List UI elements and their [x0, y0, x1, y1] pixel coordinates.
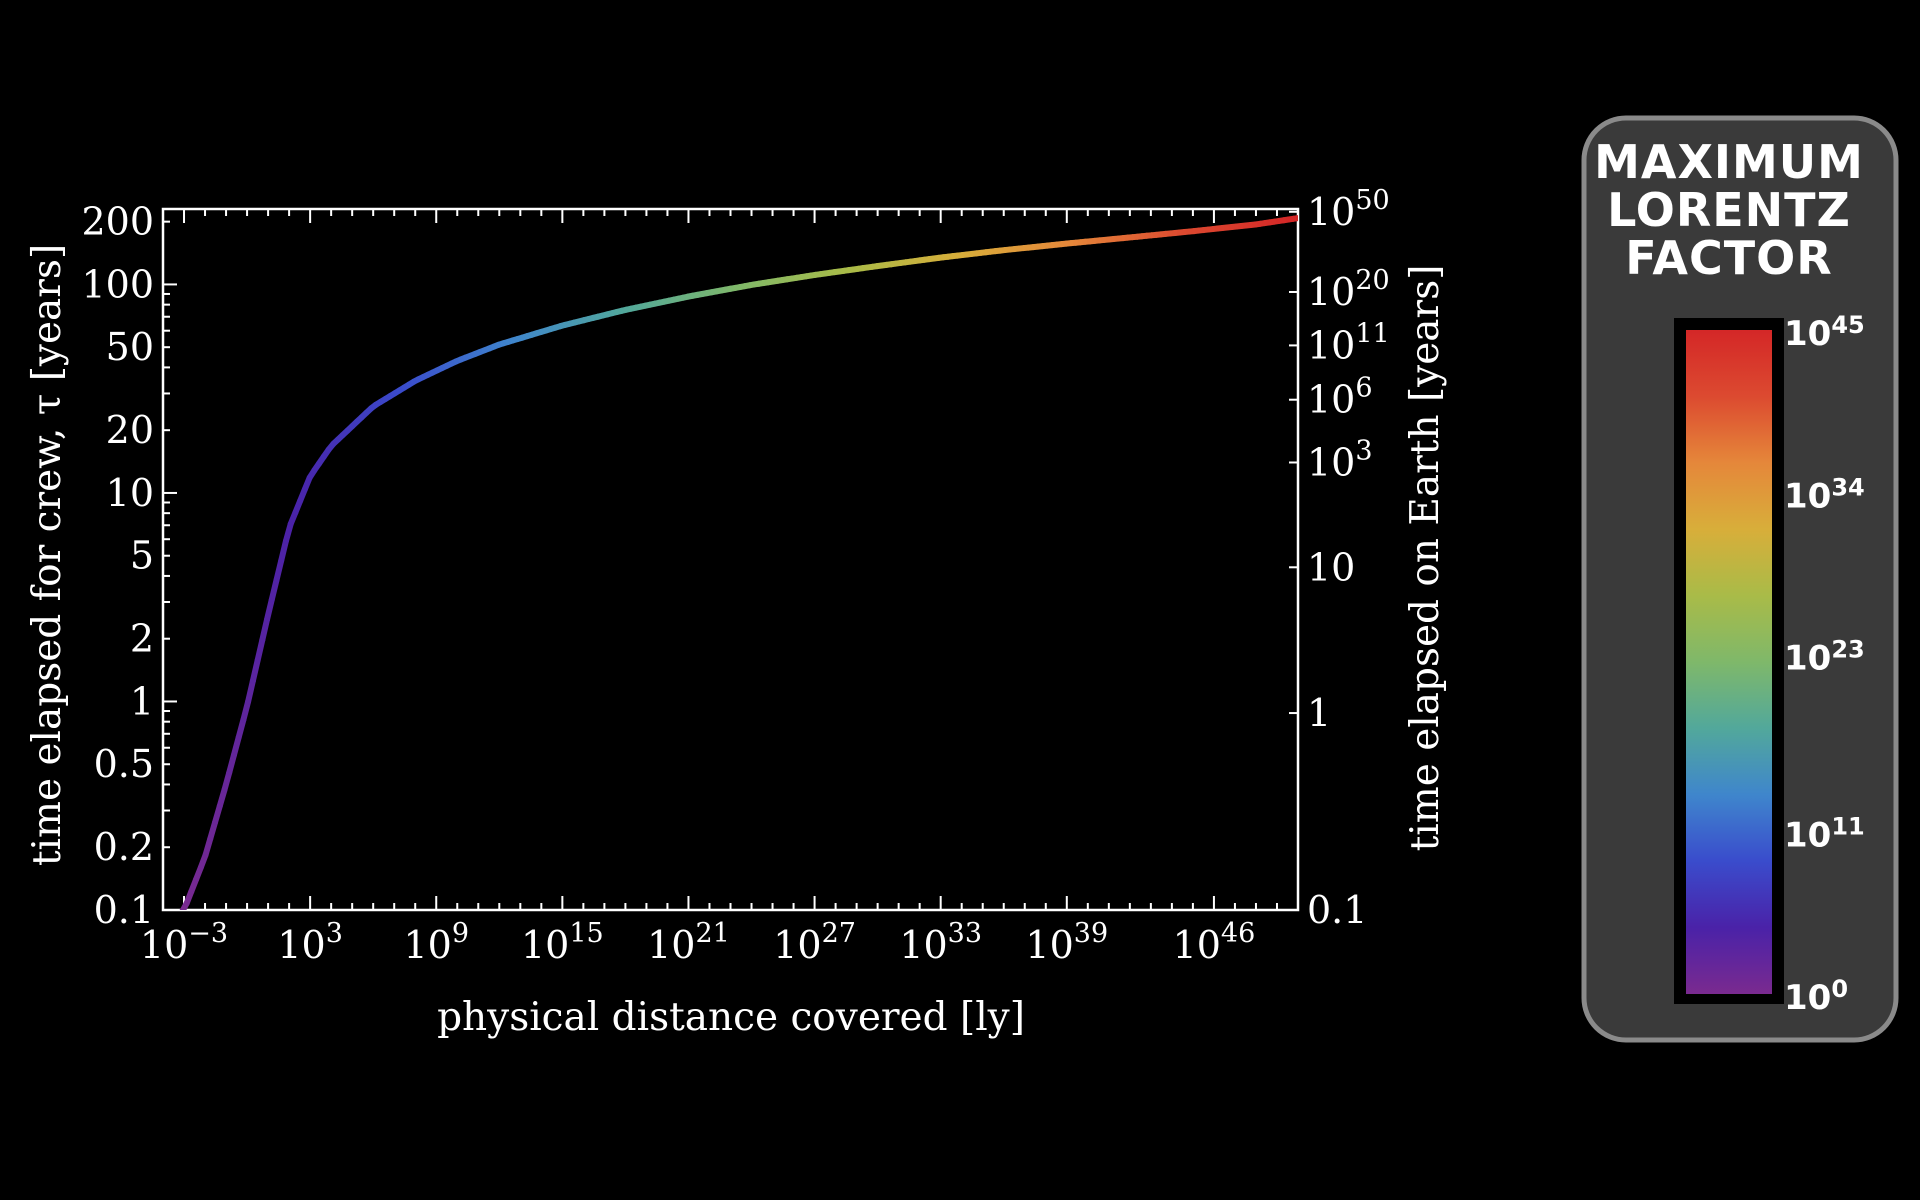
- y-ticks: 200 100 50 20 10 5 2 1 0.5 0.2 0.1: [81, 200, 177, 932]
- y2-tick-label: 10: [1307, 545, 1355, 589]
- y-tick-label: 100: [81, 262, 154, 306]
- y-tick-label: 0.5: [94, 742, 154, 786]
- line-segment: [226, 752, 237, 776]
- line-segment: [249, 657, 261, 685]
- y-tick-label: 5: [130, 534, 154, 578]
- x-axis-title: physical distance covered [ly]: [437, 995, 1025, 1040]
- y-tick-label: 0.1: [94, 888, 154, 932]
- y-axis-title: time elapsed for crew, τ [years]: [25, 244, 70, 866]
- x-tick-label: 1027: [773, 918, 856, 967]
- y-tick-label: 2: [130, 617, 154, 661]
- y2-tick-label: 103: [1307, 435, 1373, 484]
- y2-tick-label: 1011: [1307, 318, 1390, 367]
- y-tick-label: 0.2: [94, 825, 154, 869]
- y2-tick-label: 1: [1307, 691, 1331, 735]
- colorbar-title-line-2: LORENTZ: [1607, 183, 1851, 237]
- line-segment: [273, 557, 285, 584]
- line-segment: [245, 678, 256, 705]
- colorbar-gradient: [1686, 330, 1772, 994]
- y2-tick-label: 106: [1307, 373, 1373, 422]
- line-segment: [268, 577, 280, 603]
- colorbar-title-line-1: MAXIMUM: [1594, 135, 1864, 189]
- line-segment: [254, 637, 266, 664]
- y-tick-label: 1: [130, 679, 154, 723]
- line-segment: [240, 698, 252, 723]
- y-tick-label: 20: [106, 408, 154, 452]
- line-segment: [235, 716, 247, 741]
- line-segment: [278, 537, 289, 564]
- line-segment: [230, 734, 242, 759]
- colorbar-title-line-3: FACTOR: [1625, 231, 1832, 285]
- y-tick-label: 200: [81, 200, 154, 244]
- line-segment: [259, 616, 271, 644]
- y-tick-label: 10: [106, 471, 154, 515]
- line-segment: [1290, 215, 1298, 222]
- y2-tick-label: 0.1: [1307, 888, 1367, 932]
- line-segment: [264, 596, 275, 623]
- y2-axis-title: time elapsed on Earth [years]: [1403, 265, 1448, 852]
- colorbar-panel: MAXIMUM LORENTZ FACTOR 10451034102310111…: [1581, 115, 1899, 1043]
- data-line: [179, 215, 1298, 910]
- y-tick-label: 50: [106, 325, 154, 369]
- colorbar-tick-label: 1045: [1784, 311, 1865, 354]
